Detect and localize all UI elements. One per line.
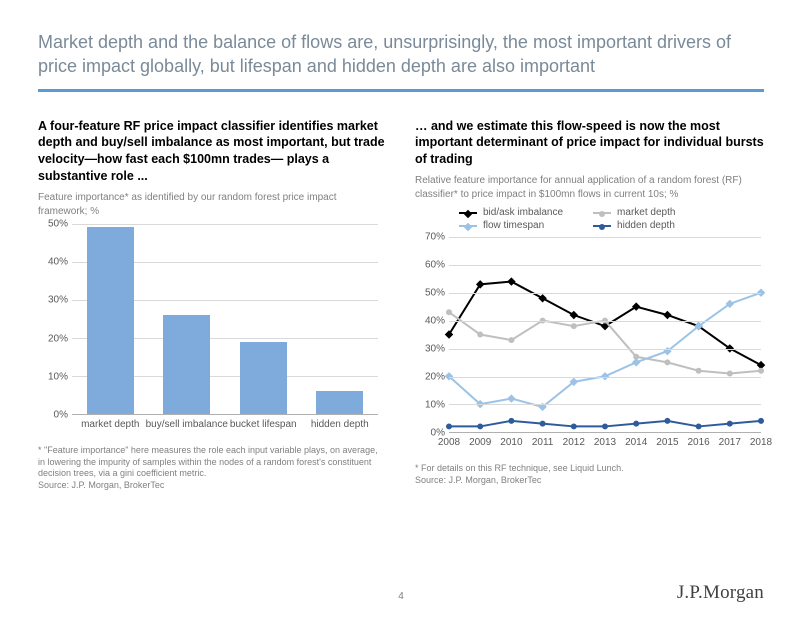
series-marker bbox=[664, 418, 670, 424]
line-chart-legend: bid/ask imbalance market depth flow timesp… bbox=[459, 207, 675, 231]
legend-swatch bbox=[593, 225, 611, 227]
legend-item: hidden depth bbox=[593, 220, 675, 231]
bar-chart: 0%10%20%30%40%50%market depthbuy/sell im… bbox=[38, 224, 378, 439]
series-marker bbox=[696, 424, 702, 430]
series-marker bbox=[446, 424, 452, 430]
series-marker bbox=[602, 424, 608, 430]
legend-label: flow timespan bbox=[483, 220, 544, 231]
line-gridline bbox=[449, 377, 761, 378]
legend-item: flow timespan bbox=[459, 220, 563, 231]
line-gridline bbox=[449, 321, 761, 322]
line-x-label: 2012 bbox=[563, 437, 585, 448]
left-panel: A four-feature RF price impact classifie… bbox=[38, 118, 387, 492]
bar-y-label: 10% bbox=[38, 371, 68, 382]
left-subhead: A four-feature RF price impact classifie… bbox=[38, 118, 387, 186]
bar bbox=[316, 391, 363, 414]
bar-y-label: 20% bbox=[38, 333, 68, 344]
series-marker bbox=[538, 294, 546, 302]
line-x-label: 2014 bbox=[625, 437, 647, 448]
slide-title: Market depth and the balance of flows ar… bbox=[38, 30, 764, 79]
line-y-label: 40% bbox=[415, 316, 445, 327]
left-footnote: * "Feature importance" here measures the… bbox=[38, 445, 387, 492]
series-marker bbox=[540, 421, 546, 427]
bar-gridline bbox=[72, 224, 378, 225]
series-marker bbox=[571, 424, 577, 430]
line-y-label: 60% bbox=[415, 260, 445, 271]
bar bbox=[240, 342, 287, 415]
left-caption: Feature importance* as identified by our… bbox=[38, 191, 387, 218]
bar-x-label: bucket lifespan bbox=[230, 419, 297, 430]
line-y-label: 10% bbox=[415, 400, 445, 411]
line-chart: bid/ask imbalance market depth flow timesp… bbox=[415, 207, 765, 457]
series-marker bbox=[663, 311, 671, 319]
series-marker bbox=[633, 421, 639, 427]
legend-label: hidden depth bbox=[617, 220, 675, 231]
page-number: 4 bbox=[398, 591, 404, 602]
series-marker bbox=[508, 337, 514, 343]
content-columns: A four-feature RF price impact classifie… bbox=[38, 118, 764, 492]
series-marker bbox=[571, 323, 577, 329]
title-rule bbox=[38, 89, 764, 92]
bar-y-label: 0% bbox=[38, 410, 68, 421]
line-x-label: 2009 bbox=[469, 437, 491, 448]
bar-x-label: market depth bbox=[81, 419, 139, 430]
series-marker bbox=[477, 424, 483, 430]
legend-label: bid/ask imbalance bbox=[483, 207, 563, 218]
line-y-label: 30% bbox=[415, 344, 445, 355]
bar-y-label: 50% bbox=[38, 219, 68, 230]
line-gridline bbox=[449, 265, 761, 266]
bar-x-label: buy/sell imbalance bbox=[146, 419, 228, 430]
line-x-label: 2011 bbox=[532, 437, 554, 448]
bar-y-label: 30% bbox=[38, 295, 68, 306]
bar-x-label: hidden depth bbox=[311, 419, 369, 430]
series-marker bbox=[664, 360, 670, 366]
right-caption: Relative feature importance for annual a… bbox=[415, 174, 764, 201]
line-x-label: 2010 bbox=[500, 437, 522, 448]
series-marker bbox=[570, 311, 578, 319]
legend-label: market depth bbox=[617, 207, 675, 218]
legend-swatch bbox=[459, 212, 477, 214]
right-subhead: … and we estimate this flow-speed is now… bbox=[415, 118, 764, 169]
legend-swatch bbox=[593, 212, 611, 214]
legend-item: bid/ask imbalance bbox=[459, 207, 563, 218]
line-y-label: 70% bbox=[415, 232, 445, 243]
series-marker bbox=[632, 358, 640, 366]
bar bbox=[163, 315, 210, 414]
series-marker bbox=[758, 418, 764, 424]
line-gridline bbox=[449, 404, 761, 405]
line-x-label: 2017 bbox=[719, 437, 741, 448]
brand-logo: J.P.Morgan bbox=[677, 582, 764, 604]
line-gridline bbox=[449, 293, 761, 294]
line-x-label: 2015 bbox=[656, 437, 678, 448]
line-x-label: 2016 bbox=[687, 437, 709, 448]
line-x-label: 2018 bbox=[750, 437, 772, 448]
series-marker bbox=[507, 395, 515, 403]
line-gridline bbox=[449, 237, 761, 238]
series-marker bbox=[696, 368, 702, 374]
right-footnote: * For details on this RF technique, see … bbox=[415, 463, 764, 486]
series-line bbox=[449, 293, 761, 407]
series-marker bbox=[727, 421, 733, 427]
bar-y-label: 40% bbox=[38, 257, 68, 268]
series-marker bbox=[507, 278, 515, 286]
line-y-label: 20% bbox=[415, 372, 445, 383]
series-marker bbox=[477, 332, 483, 338]
bar bbox=[87, 227, 134, 414]
bar-plot-area bbox=[72, 224, 378, 415]
series-marker bbox=[508, 418, 514, 424]
line-gridline bbox=[449, 349, 761, 350]
line-x-label: 2008 bbox=[438, 437, 460, 448]
legend-swatch bbox=[459, 225, 477, 227]
line-y-label: 50% bbox=[415, 288, 445, 299]
series-marker bbox=[758, 368, 764, 374]
series-marker bbox=[446, 309, 452, 315]
right-panel: … and we estimate this flow-speed is now… bbox=[415, 118, 764, 492]
legend-item: market depth bbox=[593, 207, 675, 218]
line-plot-area bbox=[449, 237, 761, 433]
line-x-label: 2013 bbox=[594, 437, 616, 448]
